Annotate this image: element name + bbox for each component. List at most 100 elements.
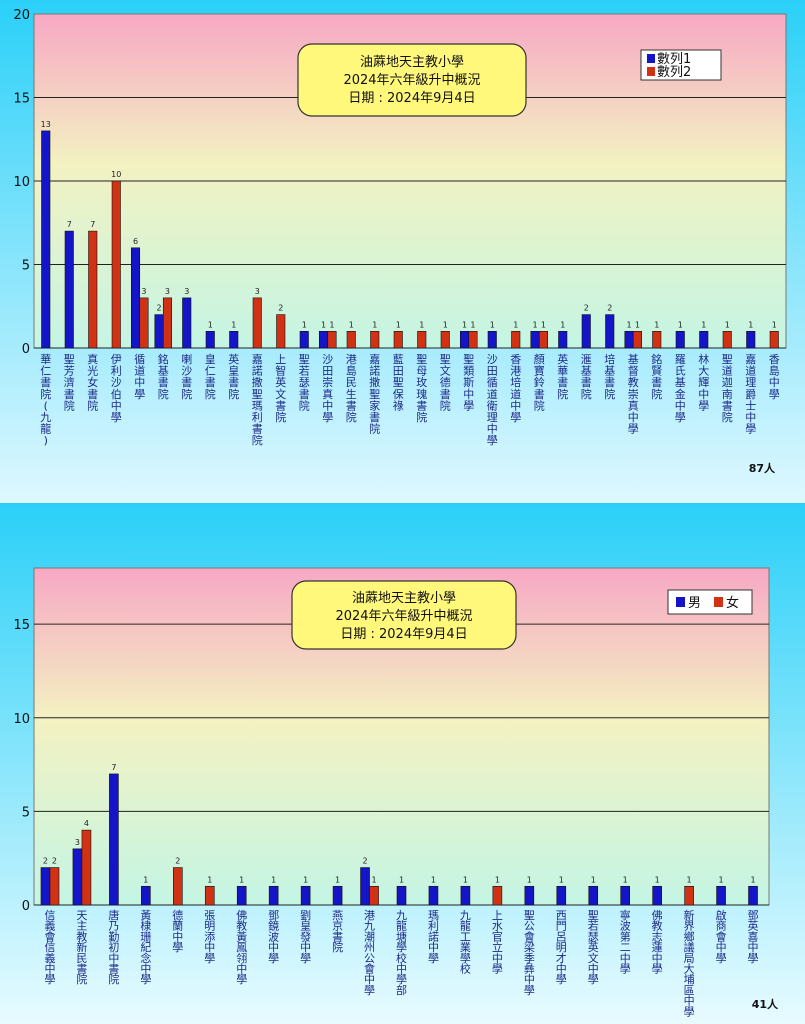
bar-series-2 [652,330,662,349]
bar-series-2 [538,330,549,349]
title-line-1: 油蔴地天主教小學 [352,590,456,606]
bar-series-2 [684,885,694,906]
data-label: 1 [463,875,468,884]
bar-series-1 [40,867,51,906]
category-label: 顏寶鈴書院 [534,352,545,412]
bar-series-1 [699,330,709,349]
category-label: 天主教新民書院 [76,909,87,986]
category-label: 佛教志蓮中學 [652,909,663,976]
category-label: 英華書院 [557,352,568,401]
data-label: 1 [490,320,495,329]
category-label: 聖道迦南書院 [722,353,733,424]
bar-series-1 [182,297,192,349]
bar-series-1 [360,867,370,906]
data-label: 1 [271,875,276,884]
bar-series-1 [428,885,439,906]
category-label: 瑪利諾中學 [428,909,439,965]
data-label: 1 [443,320,448,329]
total-label: 41人 [752,997,779,1011]
category-label: 基督教崇真中學 [628,353,639,436]
legend-swatch-series-1 [676,597,685,607]
data-label: 1 [654,320,659,329]
category-label: 英皇書院 [228,352,239,401]
bar-series-2 [417,330,427,349]
data-label: 2 [607,304,612,313]
bar-series-1 [524,885,535,906]
data-label: 1 [462,320,467,329]
legend-label-series-2: 數列2 [657,65,691,80]
data-label: 1 [143,875,148,884]
data-label: 1 [725,320,730,329]
data-label: 3 [165,287,170,296]
data-label: 7 [90,220,95,229]
bar-series-1 [716,885,726,906]
bar-series-2 [440,330,450,349]
data-label: 10 [111,170,121,179]
bar-series-1 [154,314,164,349]
bar-series-1 [229,330,239,349]
bar-series-2 [370,330,380,349]
data-label: 1 [678,320,683,329]
data-label: 2 [43,857,48,866]
bar-series-1 [624,330,634,349]
title-line-3: 日期 : 2024年9月4日 [340,627,467,642]
data-label: 1 [349,320,354,329]
data-label: 1 [687,875,692,884]
category-label: 九龍工業學校 [460,909,471,976]
bar-series-2 [632,330,643,349]
category-label: 銘賢書院 [651,352,662,401]
legend-label-series-1: 男 [688,596,701,611]
category-label: 聖類斯中學 [463,353,474,412]
category-label: 佛教黃鳳翎中學 [236,909,247,986]
category-label: 皇仁書院 [205,352,216,401]
data-label: 1 [335,875,340,884]
legend: 男 女 [667,589,753,615]
category-label: 滙基書院 [581,353,592,401]
data-label: 1 [321,320,326,329]
bar-series-1 [459,330,470,349]
chart-title-box: 油蔴地天主教小學 2024年六年級升中概況 日期 : 2024年9月4日 [291,580,517,650]
bar-series-1 [558,330,568,349]
chart-title-box: 油蔴地天主教小學 2024年六年級升中概況 日期 : 2024年9月4日 [297,43,527,117]
bar-series-2 [511,330,521,349]
bar-series-1 [299,330,309,349]
legend-label-series-1: 數列1 [657,52,691,67]
legend-swatch-series-2 [714,597,723,607]
title-line-2: 2024年六年級升中概況 [343,73,480,88]
legend: 數列1 數列2 [640,49,722,81]
bar-series-1 [64,230,74,349]
data-label: 3 [255,287,260,296]
bar-series-1 [318,330,329,349]
bar-series-2 [393,330,403,349]
bar-series-2 [162,297,173,349]
bar-series-1 [41,130,51,349]
category-label: 伊利沙伯中學 [111,353,122,424]
y-tick-label: 5 [22,805,30,820]
category-label: 寧波第二中學 [620,908,631,976]
category-label: 喇沙書院 [181,352,192,401]
data-label: 1 [635,320,640,329]
legend-swatch-series-2 [647,67,655,76]
bar-series-2 [468,330,478,349]
data-label: 2 [175,857,180,866]
data-label: 6 [133,237,138,246]
bar-series-2 [492,885,503,906]
category-label: 唐乃勤初中書院 [108,908,119,986]
data-label: 1 [541,320,546,329]
legend-swatch-series-1 [647,54,655,63]
data-label: 1 [399,875,404,884]
data-label: 1 [591,875,596,884]
data-label: 1 [559,875,564,884]
data-label: 1 [302,320,307,329]
bar-series-1 [141,885,151,906]
category-label: 聖文德書院 [440,353,451,412]
category-label: 西門呂明才中學 [556,909,567,986]
bar-series-1 [620,885,630,906]
category-label: 藍田聖保祿 [393,353,404,412]
data-label: 1 [495,875,500,884]
bar-series-1 [460,885,471,906]
data-label: 1 [239,875,244,884]
